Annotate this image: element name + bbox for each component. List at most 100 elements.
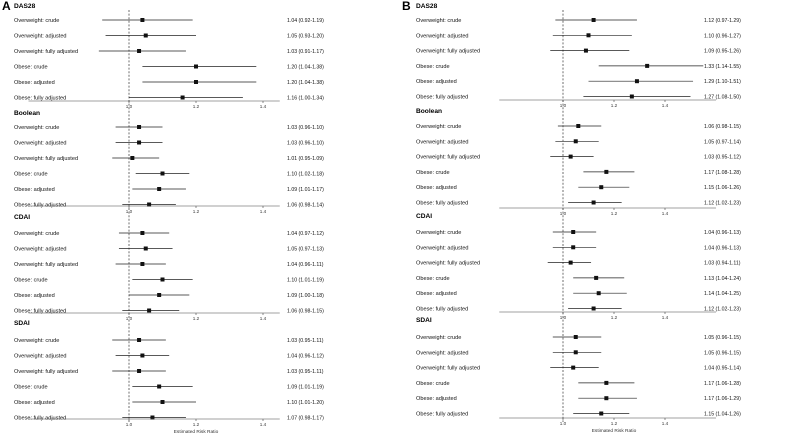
point-estimate [140,231,145,235]
section-boolean: Boolean Overweight: crude 1.03 (0.96-1.10)… [14,110,324,214]
forest-row: Obese: adjusted 1.10 (1.01-1.20) [14,400,324,406]
tick-label: 1.2 [193,316,200,321]
row-label: Obese: adjusted [416,185,457,191]
row-label: Overweight: adjusted [14,141,67,147]
row-label: Overweight: crude [416,335,461,341]
estimate-text: 1.33 (1.14-1.55) [704,64,741,70]
row-label: Obese: crude [416,170,450,176]
row-label: Overweight: crude [14,338,59,344]
estimate-text: 1.20 (1.04-1.38) [287,80,324,86]
forest-row: Overweight: crude 1.03 (0.96-1.10) [14,125,324,131]
point-estimate [157,384,162,389]
estimate-text: 1.06 (0.98-1.14) [287,203,324,209]
point-estimate [147,308,152,313]
row-label: Obese: fully adjusted [416,307,468,313]
forest-row: Obese: fully adjusted 1.06 (0.98-1.15) [14,308,324,315]
point-estimate [591,18,596,22]
tick-label: 1.0 [560,421,567,426]
x-axis: 1.0 1.2 1.4 [28,312,280,321]
point-estimate [137,140,142,145]
row-label: Overweight: fully adjusted [14,369,78,375]
forest-row: Overweight: fully adjusted 1.03 (0.95-1.1… [14,369,324,375]
forest-row: Overweight: fully adjusted 1.09 (0.95-1.2… [416,48,741,55]
forest-row: Obese: crude 1.09 (1.01-1.19) [14,384,324,391]
estimate-text: 1.04 (0.96-1.11) [287,262,324,268]
estimate-text: 1.15 (1.04-1.26) [704,412,741,418]
tick-label: 1.2 [193,104,200,109]
forest-row: Overweight: fully adjusted 1.03 (0.94-1.1… [416,260,741,267]
forest-row: Overweight: crude 1.04 (0.92-1.19) [14,18,324,24]
point-estimate [157,293,162,297]
forest-row: Overweight: fully adjusted 1.03 (0.95-1.1… [416,154,741,161]
forest-row: Overweight: crude 1.06 (0.98-1.15) [416,124,741,130]
forest-row: Overweight: adjusted 1.10 (0.96-1.27) [416,33,741,39]
tick-label: 1.0 [126,104,133,109]
estimate-text: 1.17 (1.06-1.29) [704,396,741,402]
point-estimate [573,335,578,339]
x-axis-title: Estimated Risk Ratio [174,429,219,435]
row-label: Overweight: adjusted [416,139,469,145]
estimate-text: 1.03 (0.95-1.11) [287,369,324,375]
tick-label: 1.4 [662,103,669,108]
estimate-text: 1.12 (1.02-1.23) [704,307,741,313]
estimate-text: 1.05 (0.96-1.15) [704,335,741,341]
forest-row: Overweight: crude 1.12 (0.97-1.29) [416,18,741,24]
row-label: Overweight: adjusted [14,354,67,360]
estimate-text: 1.10 (0.96-1.27) [704,33,741,39]
row-label: Obese: fully adjusted [14,309,66,315]
estimate-text: 1.06 (0.98-1.15) [287,309,324,315]
point-estimate [583,48,588,53]
row-label: Obese: crude [14,65,48,71]
row-label: Obese: adjusted [416,291,457,297]
estimate-text: 1.05 (0.97-1.13) [287,247,324,253]
forest-row: Obese: adjusted 1.17 (1.06-1.29) [416,396,741,402]
forest-row: Obese: adjusted 1.09 (1.01-1.17) [14,187,324,193]
point-estimate [143,33,148,38]
point-estimate [599,185,604,190]
row-label: Overweight: adjusted [416,350,469,356]
point-estimate [604,396,609,401]
row-label: Overweight: fully adjusted [14,156,78,162]
estimate-text: 1.12 (0.97-1.29) [704,18,741,24]
point-estimate [147,202,152,207]
tick-label: 1.4 [662,421,669,426]
x-axis: 1.0 1.2 1.4 [28,100,280,109]
row-label: Overweight: crude [14,125,59,131]
estimate-text: 1.06 (0.98-1.15) [704,124,741,130]
row-label: Obese: crude [14,278,48,284]
estimate-text: 1.27 (1.08-1.50) [704,95,741,101]
row-label: Overweight: fully adjusted [14,262,78,268]
row-label: Obese: adjusted [14,293,55,299]
forest-row: Obese: fully adjusted 1.15 (1.04-1.26) [416,411,741,418]
tick-label: 1.4 [260,104,267,109]
panel-letter: A [2,0,11,13]
row-label: Obese: fully adjusted [14,96,66,102]
row-label: Overweight: fully adjusted [14,49,78,55]
point-estimate [629,94,634,99]
row-label: Obese: adjusted [14,80,55,86]
estimate-text: 1.03 (0.95-1.11) [287,338,324,344]
forest-row: Obese: crude 1.17 (1.08-1.28) [416,169,741,176]
estimate-text: 1.03 (0.96-1.10) [287,141,324,147]
tick-label: 1.0 [126,209,133,214]
estimate-text: 1.16 (1.00-1.34) [287,96,324,102]
x-axis: 1.0 1.2 1.4 [499,207,716,216]
point-estimate [140,353,145,358]
estimate-text: 1.04 (0.96-1.13) [704,245,741,251]
point-estimate [130,156,135,160]
forest-row: Overweight: adjusted 1.04 (0.96-1.12) [14,353,324,360]
point-estimate [137,369,142,373]
forest-row: Overweight: adjusted 1.05 (0.97-1.13) [14,246,324,253]
point-estimate [157,187,162,191]
point-estimate [143,246,148,251]
forest-row: Obese: fully adjusted 1.06 (0.98-1.14) [14,202,324,209]
estimate-text: 1.09 (1.01-1.17) [287,187,324,193]
row-label: Obese: crude [416,381,450,387]
point-estimate [634,79,639,84]
estimate-text: 1.29 (1.10-1.51) [704,79,741,85]
row-label: Obese: fully adjusted [416,95,468,101]
tick-label: 1.0 [560,315,567,320]
point-estimate [573,139,578,144]
point-estimate [160,171,165,176]
